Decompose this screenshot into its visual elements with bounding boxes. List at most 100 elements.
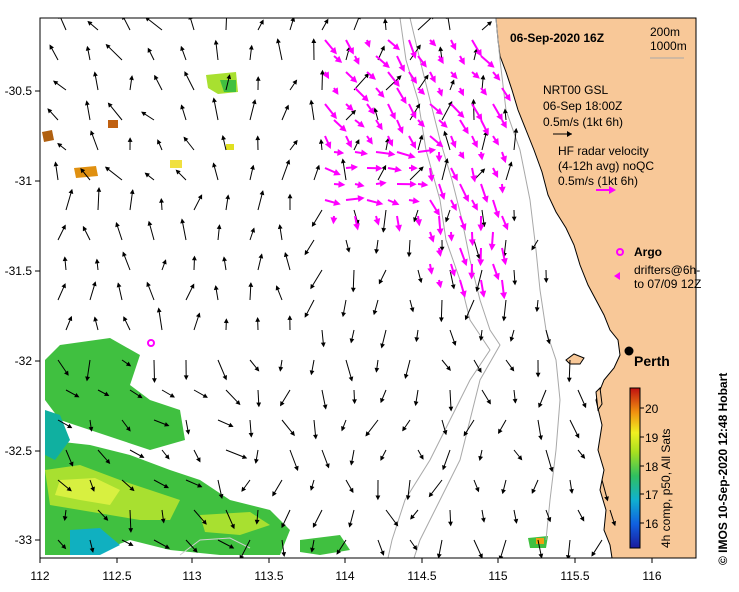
- y-tick-label: -32.5: [5, 444, 33, 458]
- velocity-arrowhead: [406, 252, 412, 258]
- velocity-arrowhead: [477, 367, 482, 373]
- velocity-arrowhead: [212, 97, 217, 103]
- velocity-arrowhead: [312, 522, 318, 528]
- velocity-arrowhead: [281, 552, 287, 558]
- x-tick-label: 115: [488, 569, 507, 583]
- velocity-arrowhead: [105, 43, 111, 49]
- velocity-arrowhead: [511, 216, 517, 222]
- velocity-arrowhead: [67, 315, 73, 322]
- velocity-arrowhead: [462, 126, 469, 135]
- velocity-arrowhead: [212, 162, 217, 168]
- velocity-arrowhead: [277, 224, 283, 230]
- velocity-arrowhead: [377, 90, 385, 98]
- velocity-arrowhead: [448, 521, 453, 527]
- velocity-arrowhead: [67, 423, 73, 429]
- velocity-arrow: [106, 44, 123, 61]
- velocity-arrowhead: [380, 343, 385, 349]
- velocity-arrowhead: [413, 217, 418, 223]
- velocity-arrowhead: [319, 69, 325, 75]
- velocity-arrowhead: [180, 104, 185, 110]
- velocity-arrow: [97, 188, 100, 211]
- velocity-arrowhead: [122, 251, 127, 257]
- velocity-arrowhead: [84, 100, 90, 106]
- velocity-arrowhead: [438, 46, 444, 52]
- velocity-arrowhead: [311, 221, 317, 227]
- velocity-arrowhead: [480, 87, 487, 96]
- velocity-arrowhead: [444, 217, 450, 223]
- velocity-arrowhead: [546, 339, 551, 345]
- velocity-arrowhead: [339, 124, 347, 132]
- velocity-arrowhead: [347, 46, 354, 55]
- velocity-arrowhead: [90, 486, 95, 492]
- velocity-arrowhead: [417, 278, 423, 284]
- velocity-arrowhead: [531, 488, 536, 494]
- velocity-arrowhead: [458, 57, 465, 65]
- velocity-arrowhead: [141, 111, 147, 117]
- velocity-arrowhead: [375, 199, 384, 206]
- velocity-arrowhead: [477, 259, 485, 267]
- velocity-arrowhead: [457, 151, 465, 160]
- velocity-arrowhead: [360, 149, 369, 157]
- velocity-arrow: [60, 18, 67, 31]
- velocity-arrowhead: [548, 466, 554, 473]
- velocity-arrowhead: [463, 431, 469, 437]
- imos-credit: © IMOS 10-Sep-2020 12:48 Hobart: [716, 373, 730, 565]
- velocity-arrow: [352, 269, 355, 292]
- argo-legend-label: Argo: [634, 245, 662, 259]
- velocity-arrowhead: [144, 172, 150, 178]
- velocity-arrowhead: [565, 554, 571, 558]
- velocity-arrowhead: [374, 249, 380, 254]
- velocity-arrowhead: [574, 433, 580, 439]
- velocity-arrowhead: [493, 73, 501, 81]
- velocity-arrowhead: [471, 98, 477, 104]
- velocity-arrowhead: [376, 122, 383, 131]
- velocity-arrowhead: [412, 545, 418, 551]
- velocity-arrowhead: [543, 278, 549, 283]
- velocity-arrowhead: [196, 457, 201, 463]
- velocity-arrowhead: [447, 234, 455, 242]
- velocity-arrowhead: [254, 366, 260, 372]
- x-tick-label: 112: [30, 569, 49, 583]
- velocity-arrowhead: [486, 399, 491, 405]
- velocity-arrowhead: [435, 140, 444, 148]
- velocity-arrow: [382, 209, 387, 232]
- velocity-arrowhead: [254, 519, 260, 525]
- velocity-arrowhead: [451, 173, 458, 182]
- velocity-arrowhead: [255, 316, 261, 322]
- garden-island: [595, 386, 603, 412]
- velocity-arrowhead: [197, 483, 203, 488]
- x-tick-label: 113.5: [254, 569, 283, 583]
- velocity-arrowhead: [287, 193, 293, 199]
- velocity-arrowhead: [383, 18, 388, 24]
- velocity-arrowhead: [357, 195, 365, 203]
- velocity-arrowhead: [349, 487, 354, 494]
- velocity-arrowhead: [88, 426, 94, 432]
- velocity-arrowhead: [500, 292, 508, 300]
- velocity-arrowhead: [183, 136, 189, 142]
- velocity-arrowhead: [139, 453, 145, 458]
- velocity-arrowhead: [429, 75, 436, 84]
- velocity-arrowhead: [309, 370, 315, 376]
- velocity-arrowhead: [160, 518, 166, 524]
- velocity-arrowhead: [68, 461, 74, 467]
- velocity-arrowhead: [482, 127, 489, 136]
- velocity-arrowhead: [435, 155, 443, 163]
- velocity-arrowhead: [396, 75, 402, 81]
- velocity-arrowhead: [442, 429, 448, 436]
- y-axis: -30.5 -31 -31.5 -32 -32.5 -33: [5, 84, 40, 547]
- velocity-arrowhead: [357, 181, 365, 189]
- velocity-arrowhead: [381, 164, 387, 171]
- isobath-coastal: [495, 18, 561, 541]
- velocity-arrowhead: [477, 153, 485, 161]
- velocity-arrowhead: [394, 165, 402, 173]
- velocity-arrowhead: [446, 365, 451, 371]
- velocity-arrowhead: [579, 516, 585, 522]
- velocity-arrowhead: [281, 522, 286, 529]
- velocity-arrowhead: [478, 336, 484, 342]
- velocity-arrowhead: [350, 164, 359, 171]
- velocity-arrowhead: [412, 197, 420, 205]
- velocity-arrowhead: [419, 454, 424, 460]
- velocity-arrowhead: [341, 312, 346, 318]
- velocity-arrowhead: [581, 402, 587, 409]
- velocity-arrowhead: [436, 228, 444, 236]
